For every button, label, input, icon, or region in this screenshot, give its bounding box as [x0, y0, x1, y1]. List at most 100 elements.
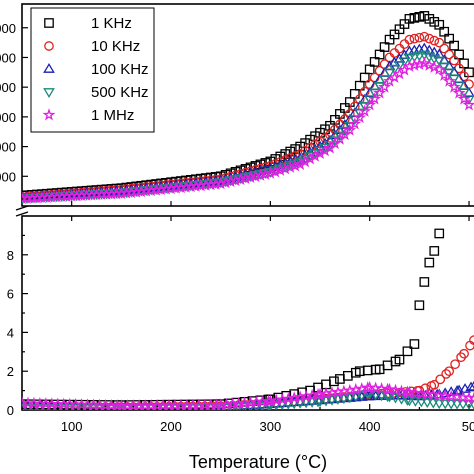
point-500-khz: [320, 396, 332, 407]
legend-label: 10 KHz: [91, 38, 140, 55]
point-1-mhz: [389, 383, 403, 397]
point-500-khz: [428, 54, 441, 65]
point-1-mhz: [452, 86, 466, 99]
upper-panel-frame: [21, 3, 474, 207]
point-1-khz: [335, 109, 345, 119]
point-1-mhz: [437, 68, 451, 81]
point-1-mhz: [348, 117, 362, 130]
point-1-khz: [429, 16, 440, 27]
point-10-khz: [449, 55, 459, 66]
point-1-khz: [290, 144, 301, 154]
point-500-khz: [457, 400, 469, 410]
point-500-khz: [415, 397, 428, 408]
legend-label: 500 KHz: [91, 84, 149, 101]
point-10-khz: [429, 379, 440, 390]
legend-box: [30, 7, 155, 133]
point-100-khz: [363, 390, 376, 401]
point-1-mhz: [378, 80, 392, 93]
point-1-khz: [362, 365, 373, 376]
point-500-khz: [433, 56, 446, 67]
point-1-mhz: [467, 391, 474, 404]
point-500-khz: [388, 64, 401, 75]
point-10-khz: [305, 142, 315, 153]
point-100-khz: [468, 380, 474, 391]
point-1-khz: [374, 49, 385, 60]
point-10-khz: [441, 369, 452, 379]
point-1-khz: [354, 80, 365, 91]
point-1-khz: [409, 13, 420, 23]
legend-label: 1 KHz: [91, 15, 132, 32]
axis-break-mark-lower: [15, 211, 29, 217]
legend-label: 100 KHz: [91, 61, 149, 78]
point-500-khz: [343, 393, 356, 404]
point-1-khz: [394, 354, 405, 365]
point-500-khz: [445, 399, 457, 410]
series-1-mhz-lower: [22, 380, 474, 410]
point-1-mhz: [368, 92, 382, 105]
point-1-khz: [419, 11, 430, 21]
x-tick-label: 400: [359, 419, 381, 434]
point-1-mhz: [363, 98, 377, 111]
legend-marker: [43, 88, 55, 98]
point-10-khz: [439, 43, 450, 54]
legend-marker: [43, 63, 55, 73]
point-1-mhz: [442, 74, 456, 87]
point-1-khz: [424, 14, 435, 24]
series-1-khz-lower: [22, 228, 445, 410]
point-1-mhz: [412, 57, 426, 70]
point-1-khz: [389, 29, 400, 40]
point-1-khz: [402, 346, 413, 357]
point-1-mhz: [244, 170, 257, 184]
axis-break-mark-upper: [15, 205, 29, 211]
point-10-khz: [424, 33, 435, 44]
x-axis-label: Temperature (°C): [189, 452, 327, 472]
point-1-mhz: [234, 172, 248, 186]
y-tick-label-lower: 8: [7, 248, 14, 263]
point-1-khz: [429, 246, 440, 256]
point-1-khz: [419, 277, 430, 287]
point-500-khz: [408, 52, 421, 63]
y-tick-label-upper: 000: [0, 140, 16, 155]
point-1-khz: [342, 371, 353, 381]
y-tick-label-lower: 6: [7, 287, 14, 302]
point-1-khz: [349, 89, 360, 99]
point-500-khz: [443, 68, 456, 79]
y-tick-label-lower: 2: [7, 364, 14, 379]
point-1-khz: [359, 72, 370, 83]
point-1-mhz: [353, 110, 367, 124]
point-10-khz: [434, 37, 445, 48]
point-1-mhz: [373, 86, 387, 99]
point-500-khz: [403, 396, 416, 407]
x-tick-label: 100: [61, 419, 83, 434]
x-tick-label: 300: [260, 419, 282, 434]
point-500-khz: [326, 395, 338, 406]
point-1-mhz: [239, 171, 252, 185]
point-500-khz: [332, 395, 344, 405]
point-1-mhz: [214, 176, 228, 190]
point-1-khz: [434, 19, 445, 30]
point-10-khz: [435, 374, 446, 385]
point-1-khz: [344, 97, 355, 107]
point-10-khz: [459, 348, 469, 359]
legend-marker: [44, 18, 54, 28]
point-10-khz: [429, 35, 440, 46]
point-500-khz: [383, 68, 396, 79]
point-1-khz: [330, 115, 340, 125]
y-tick-label-upper: 000: [0, 50, 16, 65]
series-1-mhz-upper: [22, 56, 474, 205]
point-1-khz: [340, 103, 350, 113]
point-1-mhz: [358, 104, 372, 117]
point-500-khz: [349, 392, 362, 403]
point-500-khz: [398, 57, 411, 68]
point-1-mhz: [229, 173, 243, 187]
point-1-khz: [444, 33, 455, 44]
point-1-mhz: [383, 382, 397, 396]
point-1-khz: [379, 42, 390, 52]
point-500-khz: [427, 398, 440, 409]
point-1-mhz: [462, 98, 474, 111]
point-1-khz: [260, 158, 271, 168]
point-500-khz: [433, 399, 446, 410]
point-500-khz: [413, 51, 426, 62]
point-1-khz: [399, 19, 410, 29]
